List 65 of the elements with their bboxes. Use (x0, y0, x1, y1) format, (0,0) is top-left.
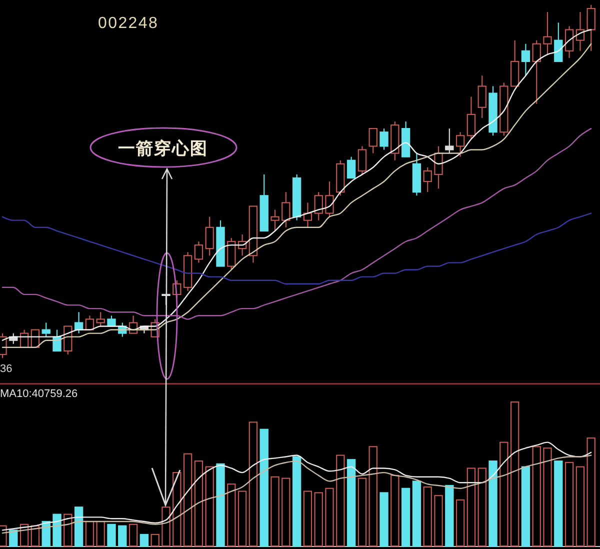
bar (478, 468, 486, 547)
bar (260, 428, 268, 547)
bar (346, 459, 356, 547)
candlestick (303, 202, 312, 228)
bar (140, 534, 149, 547)
bar (216, 463, 225, 547)
bar (314, 492, 323, 547)
bar (74, 506, 84, 547)
bar (85, 520, 94, 547)
bar (128, 524, 138, 547)
bar (412, 480, 422, 547)
bar (543, 448, 552, 547)
bar (52, 514, 62, 547)
candlestick (194, 240, 204, 264)
bar (434, 495, 443, 547)
candlestick (270, 209, 280, 232)
bar (64, 514, 72, 547)
bar (586, 437, 596, 547)
bar (423, 486, 432, 547)
bar (456, 499, 465, 547)
annotation: 一箭穿心图 (118, 139, 208, 158)
bar (205, 466, 214, 547)
text: 002248 (98, 15, 159, 32)
bar (162, 506, 170, 547)
bar (194, 460, 204, 547)
bar (500, 442, 508, 547)
text: MA10:40759.26 (0, 388, 78, 400)
bar (20, 524, 29, 547)
bar (107, 524, 116, 547)
bar (238, 490, 247, 547)
bar (521, 466, 530, 547)
bar (150, 534, 160, 547)
bar (303, 490, 312, 547)
bar (292, 456, 302, 547)
candlestick (412, 152, 422, 196)
candlestick (478, 75, 486, 119)
bar (488, 460, 498, 547)
text: 36 (0, 363, 12, 375)
bar (445, 484, 454, 547)
bar (466, 468, 476, 547)
bar (564, 462, 574, 547)
bar (554, 460, 563, 547)
candlestick (521, 43, 530, 76)
bar (401, 488, 410, 547)
bar (532, 446, 541, 547)
bar (380, 492, 388, 547)
bar (358, 478, 367, 547)
bar (118, 525, 127, 547)
bar (576, 466, 585, 547)
bar (227, 484, 236, 547)
bar (96, 520, 105, 547)
bar (282, 478, 290, 547)
bar (325, 488, 334, 547)
candlestick (543, 12, 552, 55)
candlestick (576, 12, 585, 52)
bar (9, 530, 18, 547)
bar (368, 446, 378, 547)
bar (183, 453, 192, 547)
bar (390, 474, 400, 547)
bar (336, 454, 345, 547)
bar (30, 525, 40, 547)
bar (270, 476, 280, 547)
bar (172, 472, 182, 547)
bar (510, 401, 520, 547)
bar (248, 422, 258, 547)
